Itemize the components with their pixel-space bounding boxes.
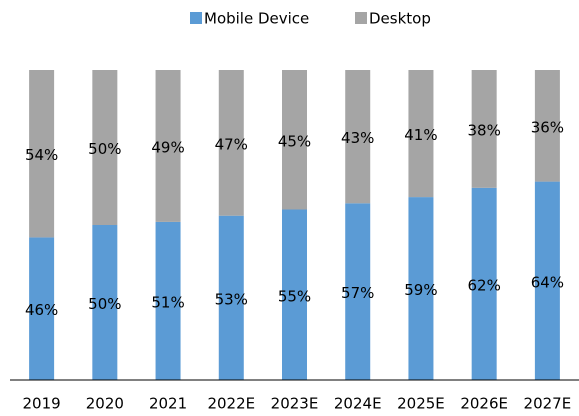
data-label: 47% (215, 135, 248, 153)
bar-segment (29, 70, 55, 238)
bar-segment (471, 187, 497, 380)
bar-segment (218, 70, 244, 216)
legend-swatch (355, 12, 367, 24)
legend-swatch (190, 12, 202, 24)
bar-segment (29, 237, 55, 380)
x-tick-label: 2026E (460, 395, 508, 413)
bar-segment (408, 197, 434, 380)
data-label: 64% (531, 273, 564, 291)
data-label: 45% (278, 132, 311, 150)
x-tick-label: 2019 (23, 395, 61, 413)
bar-segment (345, 70, 371, 204)
x-tick-label: 2023E (271, 395, 319, 413)
data-label: 55% (278, 287, 311, 305)
data-label: 57% (341, 284, 374, 302)
bar-segment (408, 70, 434, 198)
x-tick-label: 2025E (397, 395, 445, 413)
bar-segment (345, 203, 371, 380)
data-label: 50% (88, 140, 121, 158)
data-label: 59% (404, 281, 437, 299)
data-label: 49% (151, 138, 184, 156)
data-label: 51% (151, 293, 184, 311)
legend-item: Desktop (355, 10, 431, 28)
legend-label: Desktop (369, 10, 431, 28)
x-tick-label: 2021 (149, 395, 187, 413)
data-label: 46% (25, 301, 58, 319)
bar-segment (282, 70, 307, 210)
bar-segment (155, 221, 181, 380)
data-label: 54% (25, 146, 58, 164)
x-tick-label: 2024E (334, 395, 382, 413)
bar-segment (534, 181, 560, 380)
x-tick-label: 2027E (524, 395, 572, 413)
bar-segment (92, 225, 118, 380)
data-label: 43% (341, 129, 374, 147)
data-label: 38% (467, 121, 500, 139)
bar-segment (155, 70, 181, 222)
bar-segment (92, 70, 118, 225)
bar-segment (471, 70, 497, 188)
data-label: 50% (88, 295, 121, 313)
bar-segment (534, 70, 560, 182)
legend-item: Mobile Device (190, 10, 309, 28)
data-label: 36% (531, 118, 564, 136)
data-label: 62% (467, 276, 500, 294)
bar-segment (282, 209, 307, 380)
legend-label: Mobile Device (204, 10, 309, 28)
data-label: 53% (215, 290, 248, 308)
data-label: 41% (404, 126, 437, 144)
bar-segment (218, 215, 244, 380)
x-tick-label: 2022E (207, 395, 255, 413)
x-tick-label: 2020 (86, 395, 124, 413)
